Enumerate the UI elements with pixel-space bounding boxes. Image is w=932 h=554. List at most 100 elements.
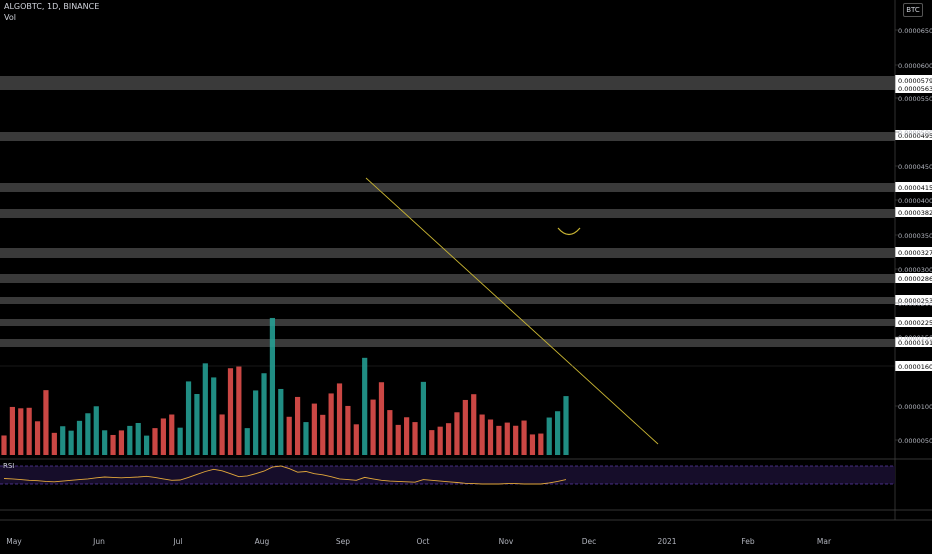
volume-bars: [1, 317, 569, 455]
volume-bar: [479, 414, 485, 455]
volume-bar: [563, 396, 569, 455]
volume-bar: [437, 426, 443, 455]
level-band: [0, 132, 895, 141]
volume-bar: [160, 418, 166, 455]
volume-bar: [68, 430, 74, 455]
volume-bar: [378, 382, 385, 455]
volume-bar: [1, 435, 7, 455]
volume-bar: [219, 414, 225, 455]
volume-bar: [278, 388, 284, 455]
volume-bar: [336, 383, 343, 455]
volume-bar: [227, 368, 234, 455]
rsi-label: RSI: [3, 462, 14, 470]
currency-badge[interactable]: BTC: [903, 3, 923, 17]
volume-bar: [110, 434, 116, 455]
level-label: 0.00005795: [898, 77, 932, 85]
level-band: [0, 183, 895, 192]
volume-bar: [143, 435, 150, 455]
level-label-box: [895, 295, 932, 305]
volume-bar: [118, 430, 125, 455]
time-tick-label: Nov: [499, 537, 514, 546]
level-label-box: [895, 83, 932, 93]
volume-bar: [471, 394, 477, 455]
volume-bar: [127, 425, 133, 455]
volume-bar: [294, 396, 301, 455]
symbol-title: ALGOBTC, 1D, BINANCE: [4, 2, 100, 11]
volume-bar: [60, 426, 66, 455]
level-label-box: [895, 247, 932, 257]
volume-bar: [211, 377, 217, 455]
smile-arc: [557, 227, 581, 236]
level-label-box: [895, 317, 932, 327]
volume-bar: [261, 373, 267, 455]
time-tick-label: Dec: [582, 537, 597, 546]
level-band: [0, 209, 895, 218]
trendline: [365, 177, 659, 445]
level-label: 0.00004959: [898, 132, 932, 140]
volume-bar: [76, 420, 83, 455]
volume-bar: [555, 411, 561, 455]
level-label: 0.00002253: [898, 319, 932, 327]
volume-bar: [152, 428, 158, 455]
level-label: 0.00002536: [898, 297, 932, 305]
level-label-box: [895, 337, 932, 347]
trendline-group: [0, 177, 895, 445]
level-band: [0, 274, 895, 283]
rsi-pane: RSI: [0, 458, 932, 521]
volume-bar: [454, 412, 460, 455]
volume-bar: [462, 399, 468, 455]
time-tick-label: Jul: [172, 537, 182, 546]
volume-bar: [328, 393, 334, 455]
volume-bar: [370, 399, 376, 455]
volume-bar: [320, 414, 326, 455]
level-band: [0, 319, 895, 326]
rsi-band: [0, 466, 895, 484]
volume-bar: [387, 410, 393, 455]
level-label: 0.00003826: [898, 209, 932, 217]
volume-bar: [43, 390, 49, 455]
level-label-box: [895, 75, 932, 85]
volume-bar: [445, 423, 452, 455]
volume-bar: [404, 417, 410, 455]
volume-bar: [362, 357, 368, 455]
level-label: 0.00003272: [898, 249, 932, 257]
level-label: 0.00001915: [898, 339, 932, 347]
level-band: [0, 339, 895, 347]
time-tick-label: Aug: [255, 537, 270, 546]
volume-bar: [269, 317, 276, 455]
volume-bar: [169, 414, 175, 455]
time-tick-label: May: [6, 537, 22, 546]
volume-bar: [496, 425, 502, 455]
volume-bar: [244, 428, 250, 455]
volume-label: Vol: [4, 13, 16, 22]
volume-bar: [311, 403, 317, 455]
rsi-line: [3, 465, 567, 485]
volume-bar: [353, 424, 359, 455]
time-tick-label: Feb: [741, 537, 755, 546]
level-band: [0, 297, 895, 304]
time-tick-label: Oct: [417, 537, 430, 546]
volume-bar: [185, 381, 192, 455]
level-label: 0.00001608: [898, 363, 932, 371]
volume-bar: [521, 420, 527, 455]
volume-bar: [34, 421, 41, 455]
time-tick-label: Mar: [817, 537, 832, 546]
volume-bar: [177, 427, 183, 455]
level-label-box: [895, 273, 932, 283]
volume-bar: [18, 408, 24, 455]
volume-bar: [202, 363, 208, 455]
volume-bar: [345, 405, 351, 455]
